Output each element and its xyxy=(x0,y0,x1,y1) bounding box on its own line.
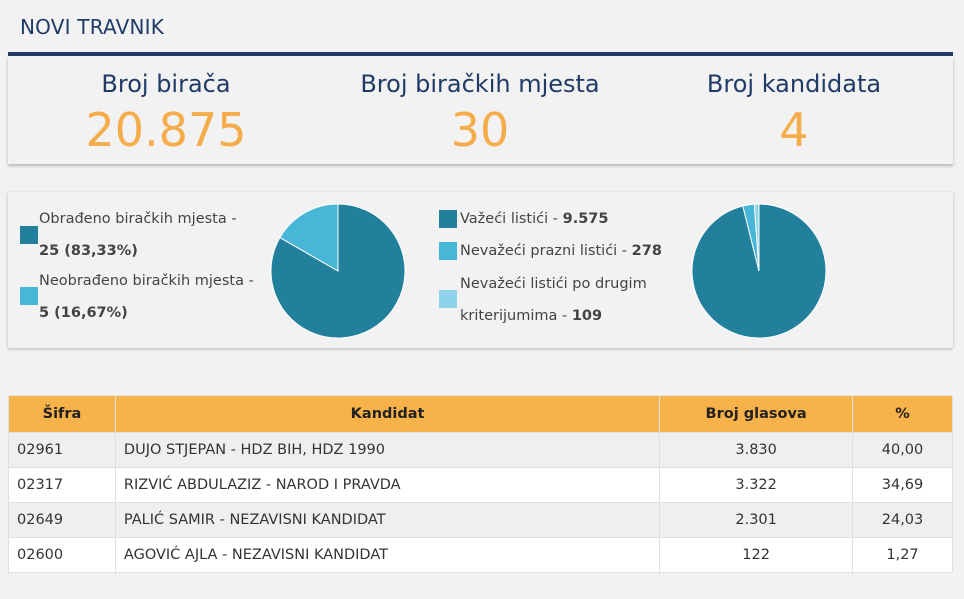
results-table: Šifra Kandidat Broj glasova % 02961 DUJO… xyxy=(8,395,953,573)
stat-polling-stations-label: Broj biračkih mjesta xyxy=(360,70,600,98)
pie-slice-unprocessed[interactable] xyxy=(279,203,339,272)
legend-invalid-other-text2: kriterijumima - xyxy=(460,308,568,324)
legend-processed: Obrađeno biračkih mjesta - 25 (83,33%) xyxy=(39,203,237,267)
cell-candidate: DUJO STJEPAN - HDZ BIH, HDZ 1990 xyxy=(114,432,661,468)
legend-valid-value: 9.575 xyxy=(562,211,609,227)
legend-invalid-other: Nevažeći listići po drugim kriterijumima… xyxy=(460,268,647,332)
cell-percent: 1,27 xyxy=(852,537,953,573)
cell-candidate: RIZVIĆ ABDULAZIZ - NAROD I PRAVDA xyxy=(114,467,661,503)
cell-code: 02317 xyxy=(8,467,116,503)
cell-code: 02600 xyxy=(8,537,116,573)
legend-swatch-invalid-blank xyxy=(439,242,457,260)
cell-votes: 2.301 xyxy=(659,502,854,538)
column-header-votes[interactable]: Broj glasova xyxy=(659,395,854,433)
table-row: 02649 PALIĆ SAMIR - NEZAVISNI KANDIDAT 2… xyxy=(8,502,953,538)
cell-votes: 3.830 xyxy=(659,432,854,468)
column-header-code[interactable]: Šifra xyxy=(8,395,116,433)
cell-votes: 3.322 xyxy=(659,467,854,503)
charts-panel: Obrađeno biračkih mjesta - 25 (83,33%) N… xyxy=(8,192,953,348)
polling-stations-pie-chart xyxy=(270,203,406,339)
legend-invalid-other-text1: Nevažeći listići po drugim xyxy=(460,276,647,292)
legend-valid-text: Važeći listići - xyxy=(460,211,558,227)
stat-voters: Broj birača 20.875 xyxy=(68,56,264,158)
cell-votes: 122 xyxy=(659,537,854,573)
column-header-candidate[interactable]: Kandidat xyxy=(114,395,661,433)
legend-processed-value: 25 (83,33%) xyxy=(39,243,138,259)
ballots-pie-chart xyxy=(691,203,827,339)
stat-candidates: Broj kandidata 4 xyxy=(684,56,904,158)
cell-percent: 24,03 xyxy=(852,502,953,538)
header-bar: NOVI TRAVNIK xyxy=(8,0,953,56)
stat-candidates-value: 4 xyxy=(779,103,809,157)
legend-swatch-invalid-other xyxy=(439,290,457,308)
cell-code: 02961 xyxy=(8,432,116,468)
legend-invalid-blank: Nevažeći prazni listići - 278 xyxy=(460,235,662,267)
cell-candidate: AGOVIĆ AJLA - NEZAVISNI KANDIDAT xyxy=(114,537,661,573)
legend-unprocessed-text: Neobrađeno biračkih mjesta - xyxy=(39,273,254,289)
table-header-row: Šifra Kandidat Broj glasova % xyxy=(8,395,953,433)
legend-unprocessed: Neobrađeno biračkih mjesta - 5 (16,67%) xyxy=(39,265,254,329)
cell-code: 02649 xyxy=(8,502,116,538)
table-row: 02961 DUJO STJEPAN - HDZ BIH, HDZ 1990 3… xyxy=(8,432,953,468)
table-row: 02600 AGOVIĆ AJLA - NEZAVISNI KANDIDAT 1… xyxy=(8,537,953,573)
legend-swatch-valid xyxy=(439,210,457,228)
table-row: 02317 RIZVIĆ ABDULAZIZ - NAROD I PRAVDA … xyxy=(8,467,953,503)
cell-candidate: PALIĆ SAMIR - NEZAVISNI KANDIDAT xyxy=(114,502,661,538)
legend-invalid-other-value: 109 xyxy=(571,308,603,324)
stat-voters-label: Broj birača xyxy=(101,70,231,98)
legend-swatch-processed xyxy=(20,226,38,244)
stats-panel: Broj birača 20.875 Broj biračkih mjesta … xyxy=(8,56,953,164)
stat-polling-stations: Broj biračkih mjesta 30 xyxy=(338,56,622,158)
cell-percent: 40,00 xyxy=(852,432,953,468)
legend-unprocessed-value: 5 (16,67%) xyxy=(39,305,128,321)
legend-swatch-unprocessed xyxy=(20,287,38,305)
legend-processed-text: Obrađeno biračkih mjesta - xyxy=(39,211,237,227)
column-header-percent[interactable]: % xyxy=(852,395,953,433)
legend-valid: Važeći listići - 9.575 xyxy=(460,203,608,235)
pie-slice-invalid-other[interactable] xyxy=(753,203,760,272)
legend-invalid-blank-text: Nevažeći prazni listići - xyxy=(460,243,628,259)
stat-voters-value: 20.875 xyxy=(85,103,247,157)
stat-polling-stations-value: 30 xyxy=(450,103,510,157)
stat-candidates-label: Broj kandidata xyxy=(706,70,882,98)
legend-invalid-blank-value: 278 xyxy=(631,243,662,259)
municipality-title: NOVI TRAVNIK xyxy=(20,15,165,39)
cell-percent: 34,69 xyxy=(852,467,953,503)
